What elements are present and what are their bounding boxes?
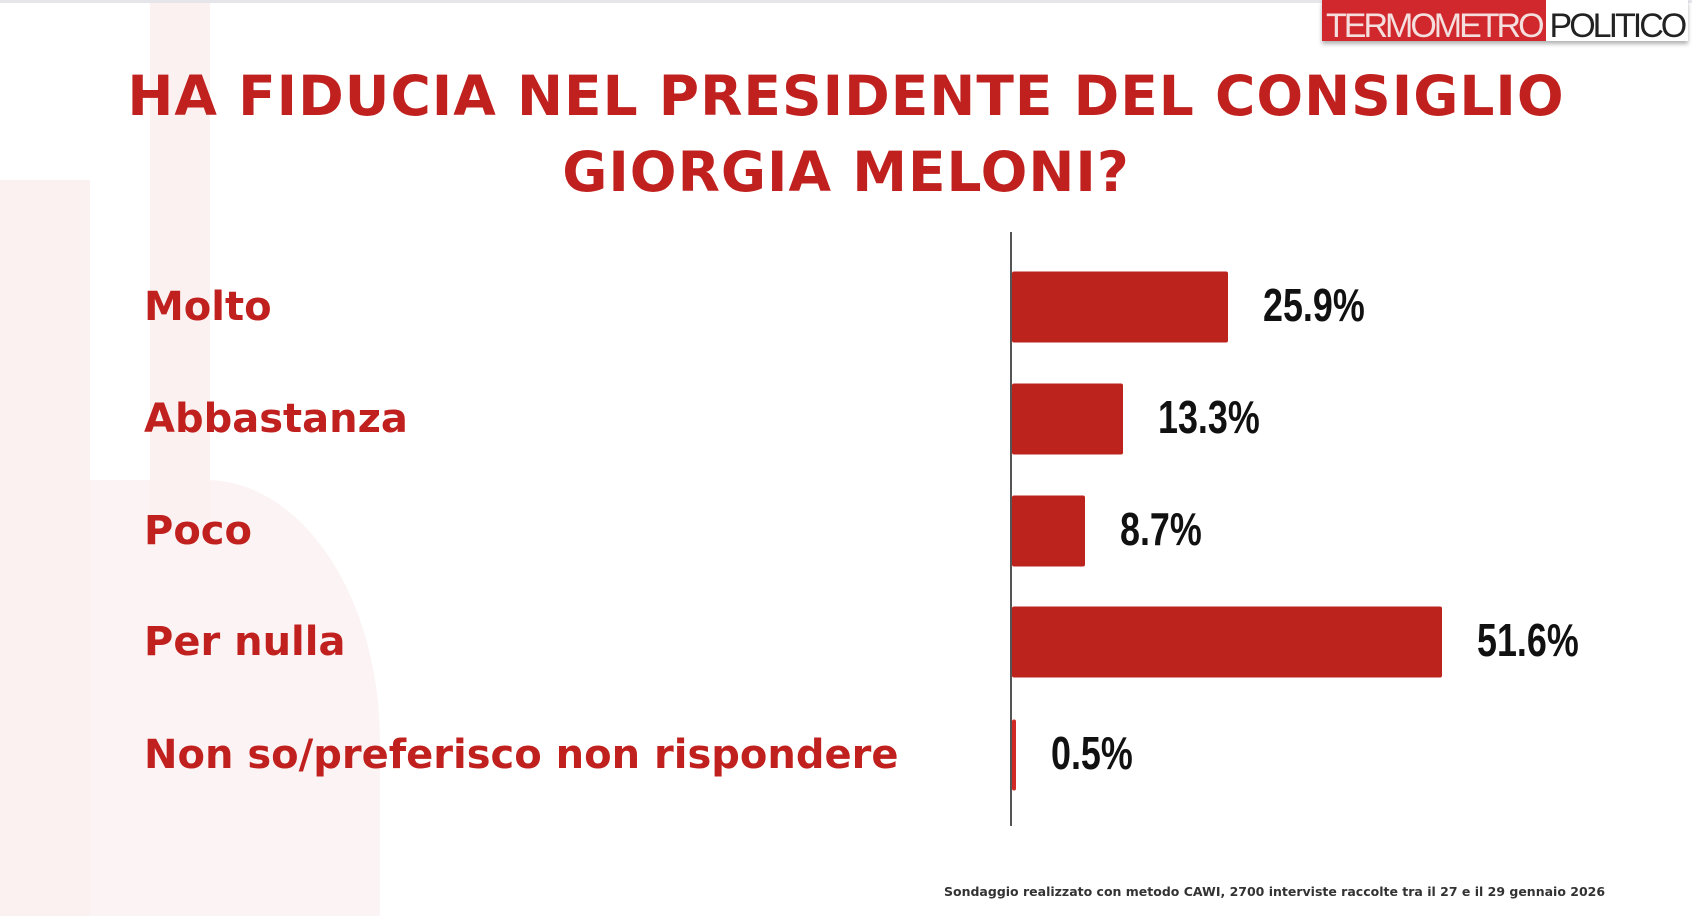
data-label: 0.5% [1051, 727, 1133, 779]
chart-title-line2: GIORGIA MELONI? [562, 140, 1130, 204]
bar [1012, 719, 1017, 791]
logo-part2: POLITICO [1545, 0, 1689, 41]
category-label: Abbastanza [144, 396, 408, 442]
background-decoration [150, 0, 210, 520]
data-label: 51.6% [1477, 614, 1580, 666]
footer-note: Sondaggio realizzato con metodo CAWI, 27… [944, 884, 1606, 899]
category-label: Poco [144, 508, 252, 554]
category-label: Molto [144, 284, 272, 330]
category-label: Per nulla [144, 619, 346, 665]
bar [1012, 383, 1123, 455]
data-label: 13.3% [1157, 391, 1260, 443]
bar [1012, 606, 1443, 678]
bar [1012, 495, 1085, 567]
logo-part1: TERMOMETRO [1322, 0, 1546, 41]
chart-title: HA FIDUCIA NEL PRESIDENTE DEL CONSIGLIO … [0, 58, 1692, 210]
top-border [0, 0, 1692, 3]
termometro-politico-logo: TERMOMETRO POLITICO [1322, 0, 1689, 41]
y-axis-line [1010, 232, 1012, 826]
background-decoration [0, 180, 90, 916]
bar [1012, 271, 1228, 343]
chart-title-line1: HA FIDUCIA NEL PRESIDENTE DEL CONSIGLIO [127, 64, 1565, 128]
data-label: 8.7% [1119, 503, 1202, 555]
category-label: Non so/preferisco non rispondere [144, 732, 899, 778]
data-label: 25.9% [1263, 279, 1365, 331]
